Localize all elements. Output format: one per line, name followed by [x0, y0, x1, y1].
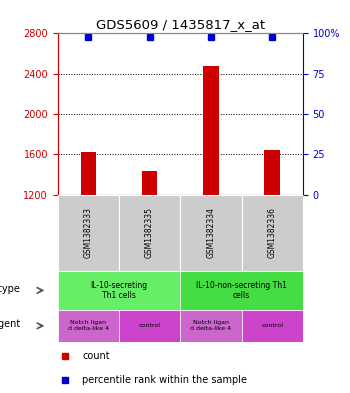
Bar — [81, 152, 96, 195]
Bar — [180, 310, 241, 342]
Text: agent: agent — [0, 319, 20, 329]
Text: IL-10-secreting
Th1 cells: IL-10-secreting Th1 cells — [90, 281, 148, 300]
Bar — [241, 310, 303, 342]
Bar — [58, 195, 119, 271]
Text: control: control — [139, 323, 161, 328]
Bar — [58, 310, 119, 342]
Text: cell type: cell type — [0, 283, 20, 294]
Bar — [58, 271, 180, 310]
Bar — [180, 195, 241, 271]
Bar — [241, 195, 303, 271]
Text: GSM1382334: GSM1382334 — [206, 208, 215, 258]
Text: Notch ligan
d delta-like 4: Notch ligan d delta-like 4 — [190, 320, 231, 331]
Text: count: count — [82, 351, 110, 361]
Title: GDS5609 / 1435817_x_at: GDS5609 / 1435817_x_at — [96, 18, 265, 31]
Text: GSM1382333: GSM1382333 — [84, 208, 93, 258]
Bar — [119, 310, 180, 342]
Text: GSM1382335: GSM1382335 — [145, 208, 154, 258]
Bar — [180, 271, 303, 310]
Text: control: control — [261, 323, 283, 328]
Text: GSM1382336: GSM1382336 — [268, 208, 276, 258]
Bar — [142, 171, 157, 195]
Bar — [265, 150, 280, 195]
Text: Notch ligan
d delta-like 4: Notch ligan d delta-like 4 — [68, 320, 109, 331]
Text: percentile rank within the sample: percentile rank within the sample — [82, 375, 247, 385]
Bar — [203, 66, 218, 195]
Bar — [119, 195, 180, 271]
Text: IL-10-non-secreting Th1
cells: IL-10-non-secreting Th1 cells — [196, 281, 287, 300]
